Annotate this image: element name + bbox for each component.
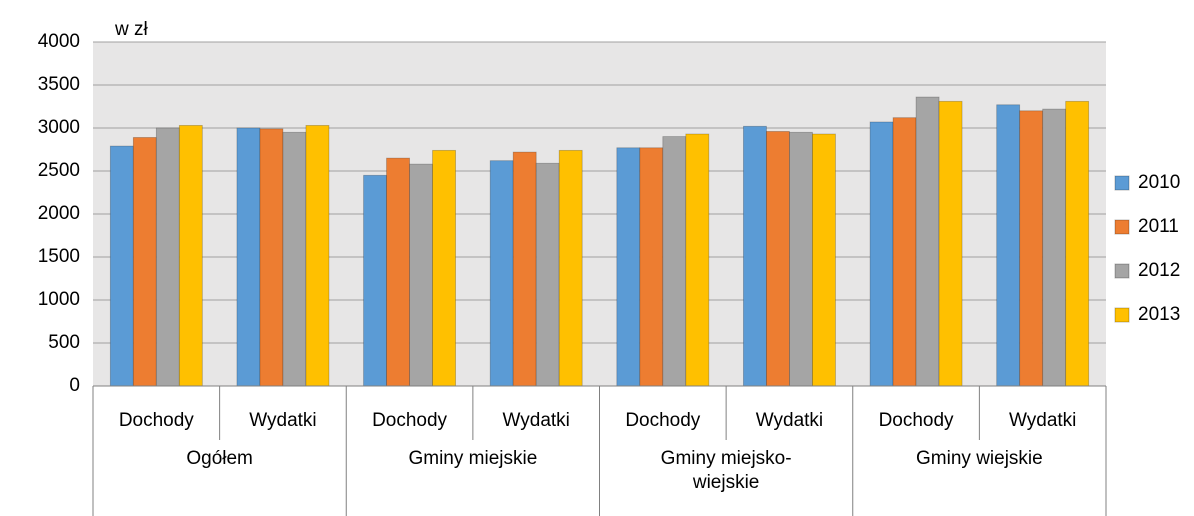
legend-swatch [1114, 307, 1130, 323]
bar [178, 125, 203, 387]
y-tick-label: 4000 [38, 31, 80, 52]
bar [639, 147, 664, 387]
bar [915, 96, 940, 387]
bar [512, 151, 537, 387]
y-tick-label: 2000 [38, 203, 80, 224]
bar [743, 125, 767, 387]
bar [1019, 110, 1044, 387]
y-tick-label: 0 [69, 375, 80, 396]
y-tick-label: 1500 [38, 246, 80, 267]
bar [132, 137, 157, 387]
bar [662, 136, 687, 387]
bar [363, 174, 387, 387]
bar [996, 104, 1021, 387]
y-axis-label: w zł [114, 19, 149, 40]
bar [386, 157, 410, 387]
y-tick-label: 3500 [38, 74, 80, 95]
bar [489, 160, 514, 387]
y-tick-label: 500 [48, 332, 80, 353]
bar [535, 162, 560, 387]
bar [616, 147, 641, 387]
x-tick-label: Dochody [879, 410, 954, 431]
bar [305, 125, 330, 387]
bar [1065, 100, 1090, 387]
bar [685, 133, 710, 387]
bar [259, 128, 284, 387]
group-label: Gminy wiejskie [916, 448, 1043, 469]
bar [109, 145, 134, 387]
x-tick-label: Wydatki [756, 410, 823, 431]
x-tick-label: Wydatki [502, 410, 569, 431]
bar [432, 149, 456, 387]
group-label: Gminy miejskie [408, 448, 538, 469]
bar [789, 131, 813, 387]
legend-label: 2011 [1138, 216, 1179, 237]
bar [869, 121, 894, 387]
x-tick-label: Wydatki [1009, 410, 1076, 431]
y-tick-label: 2500 [38, 160, 80, 181]
legend-label: 2013 [1138, 304, 1180, 325]
bar [938, 100, 963, 387]
bar [409, 163, 433, 387]
x-tick-label: Dochody [625, 410, 700, 431]
y-tick-label: 3000 [38, 117, 80, 138]
bar [236, 127, 261, 387]
bar [558, 149, 583, 387]
x-tick-label: Dochody [372, 410, 447, 431]
bar [155, 127, 180, 387]
bar [892, 117, 917, 387]
legend-label: 2010 [1138, 172, 1180, 193]
bar [282, 131, 307, 387]
legend-swatch [1114, 175, 1130, 191]
x-tick-label: Dochody [119, 410, 194, 431]
y-tick-label: 1000 [38, 289, 80, 310]
group-label: Gminy miejsko-wiejskie [660, 448, 792, 493]
legend-label: 2012 [1138, 260, 1180, 281]
legend-swatch [1114, 263, 1130, 279]
legend-swatch [1114, 219, 1130, 235]
x-tick-label: Wydatki [249, 410, 316, 431]
bar [766, 131, 790, 387]
bar [812, 133, 836, 387]
bar [1042, 108, 1067, 387]
group-label: Ogółem [186, 448, 253, 469]
